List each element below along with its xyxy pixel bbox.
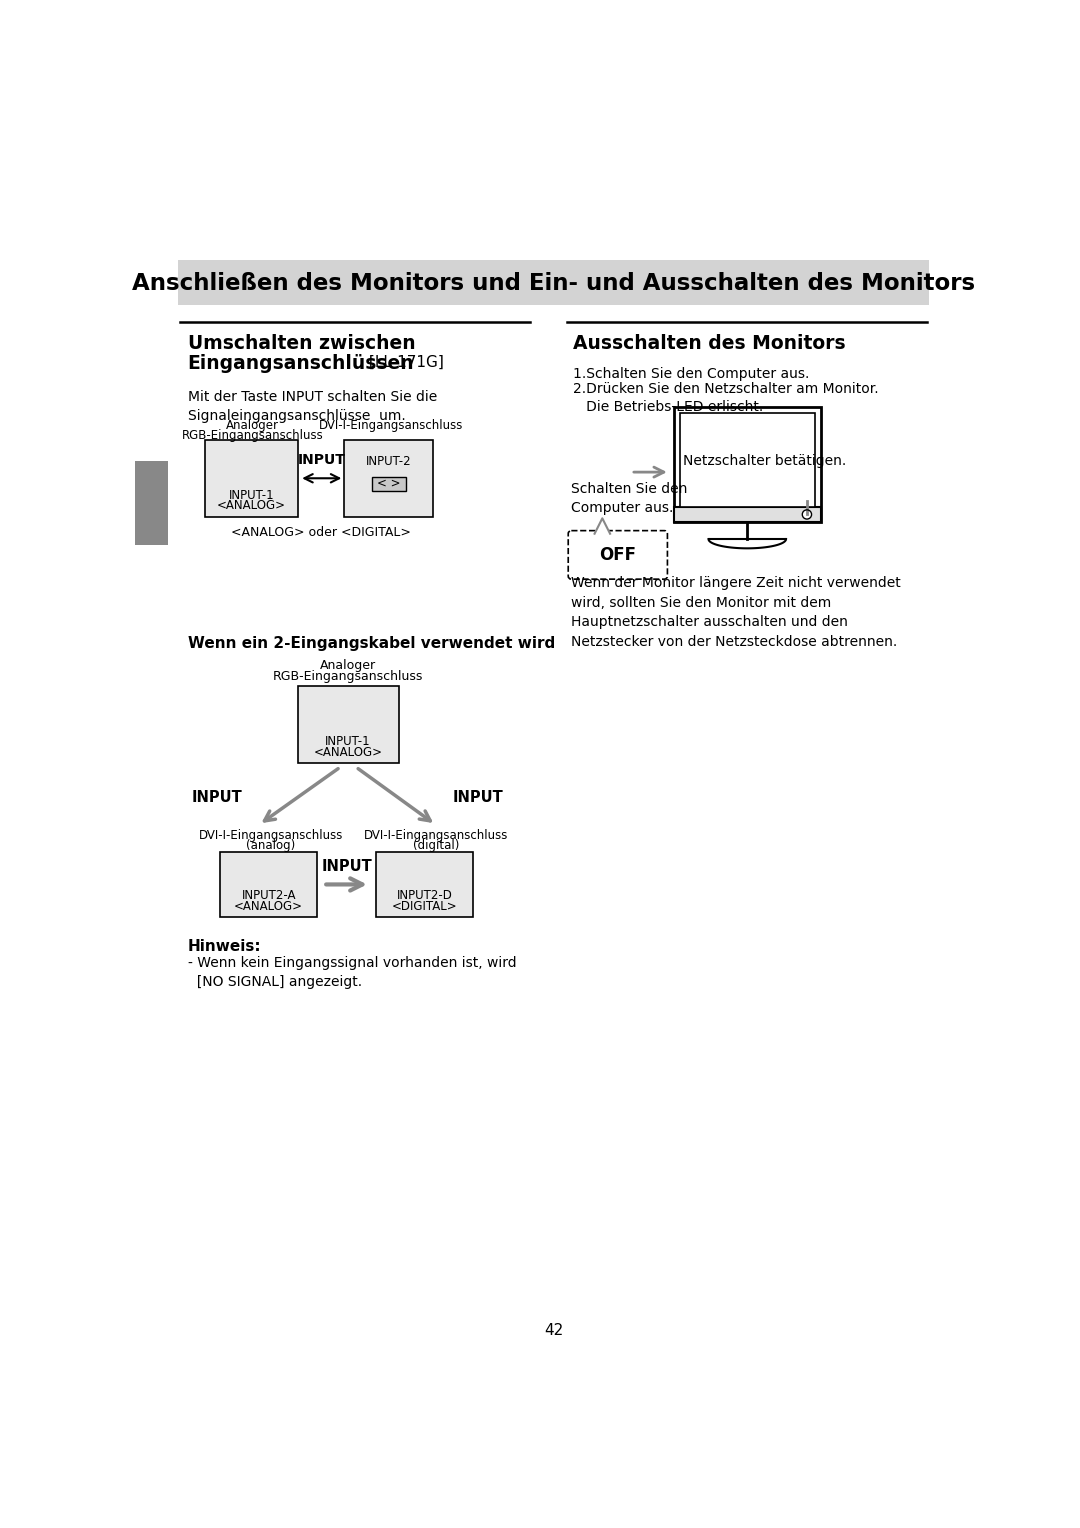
Text: Hinweis:: Hinweis: [188, 938, 261, 953]
FancyBboxPatch shape [376, 851, 473, 917]
Text: INPUT: INPUT [191, 790, 242, 805]
Text: Analoger: Analoger [320, 659, 376, 672]
Text: <DIGITAL>: <DIGITAL> [392, 900, 457, 912]
Text: <ANALOG>: <ANALOG> [313, 746, 382, 759]
Text: Umschalten zwischen: Umschalten zwischen [188, 333, 416, 353]
Text: INPUT-1: INPUT-1 [229, 489, 274, 501]
FancyBboxPatch shape [205, 440, 298, 516]
FancyBboxPatch shape [568, 530, 667, 579]
Text: (digital): (digital) [413, 839, 459, 853]
Text: DVI-I-Eingangsanschluss: DVI-I-Eingangsanschluss [319, 419, 463, 432]
Circle shape [802, 510, 811, 520]
Text: INPUT: INPUT [321, 859, 372, 874]
Text: - Wenn kein Eingangssignal vorhanden ist, wird
  [NO SIGNAL] angezeigt.: - Wenn kein Eingangssignal vorhanden ist… [188, 955, 516, 989]
Text: INPUT: INPUT [298, 454, 346, 468]
Text: INPUT2-A: INPUT2-A [242, 889, 296, 902]
Text: DVI-I-Eingangsanschluss: DVI-I-Eingangsanschluss [199, 828, 342, 842]
FancyBboxPatch shape [345, 440, 433, 516]
FancyBboxPatch shape [674, 507, 821, 523]
Text: RGB-Eingangsanschluss: RGB-Eingangsanschluss [181, 429, 324, 442]
Text: RGB-Eingangsanschluss: RGB-Eingangsanschluss [273, 669, 423, 683]
Text: <ANALOG>: <ANALOG> [234, 900, 303, 912]
Text: <ANALOG>: <ANALOG> [217, 500, 286, 512]
Text: < >: < > [377, 477, 401, 490]
Text: Anschließen des Monitors und Ein- und Ausschalten des Monitors: Anschließen des Monitors und Ein- und Au… [132, 272, 975, 295]
Text: OFF: OFF [599, 545, 636, 564]
Text: Schalten Sie den
Computer aus.: Schalten Sie den Computer aus. [570, 483, 687, 515]
Text: INPUT-1: INPUT-1 [325, 735, 370, 749]
FancyBboxPatch shape [372, 477, 406, 490]
Text: Netzschalter betätigen.: Netzschalter betätigen. [683, 454, 846, 468]
Text: 42: 42 [544, 1323, 563, 1339]
Text: INPUT2-D: INPUT2-D [396, 889, 453, 902]
Text: <ANALOG> oder <DIGITAL>: <ANALOG> oder <DIGITAL> [231, 526, 410, 539]
FancyBboxPatch shape [220, 851, 318, 917]
Text: INPUT: INPUT [453, 790, 503, 805]
Text: Wenn ein 2-Eingangskabel verwendet wird: Wenn ein 2-Eingangskabel verwendet wird [188, 636, 555, 651]
Text: 1.Schalten Sie den Computer aus.: 1.Schalten Sie den Computer aus. [572, 367, 809, 380]
Text: Mit der Taste INPUT schalten Sie die
Signaleingangsanschlüsse  um.: Mit der Taste INPUT schalten Sie die Sig… [188, 390, 437, 423]
Polygon shape [595, 518, 610, 533]
Text: Ausschalten des Monitors: Ausschalten des Monitors [572, 333, 846, 353]
FancyBboxPatch shape [177, 260, 930, 306]
Text: INPUT-2: INPUT-2 [366, 455, 411, 468]
Text: [LL-171G]: [LL-171G] [364, 354, 444, 370]
FancyBboxPatch shape [674, 406, 821, 523]
FancyBboxPatch shape [298, 686, 399, 762]
Text: 2.Drücken Sie den Netzschalter am Monitor.
   Die Betriebs-LED erlischt.: 2.Drücken Sie den Netzschalter am Monito… [572, 382, 878, 414]
FancyBboxPatch shape [679, 413, 814, 507]
FancyBboxPatch shape [135, 460, 167, 545]
Text: DVI-I-Eingangsanschluss: DVI-I-Eingangsanschluss [364, 828, 508, 842]
Text: Analoger: Analoger [227, 419, 280, 432]
Text: Wenn der Monitor längere Zeit nicht verwendet
wird, sollten Sie den Monitor mit : Wenn der Monitor längere Zeit nicht verw… [570, 576, 901, 648]
Text: Eingangsanschlüssen: Eingangsanschlüssen [188, 354, 415, 373]
Text: (analog): (analog) [246, 839, 295, 853]
